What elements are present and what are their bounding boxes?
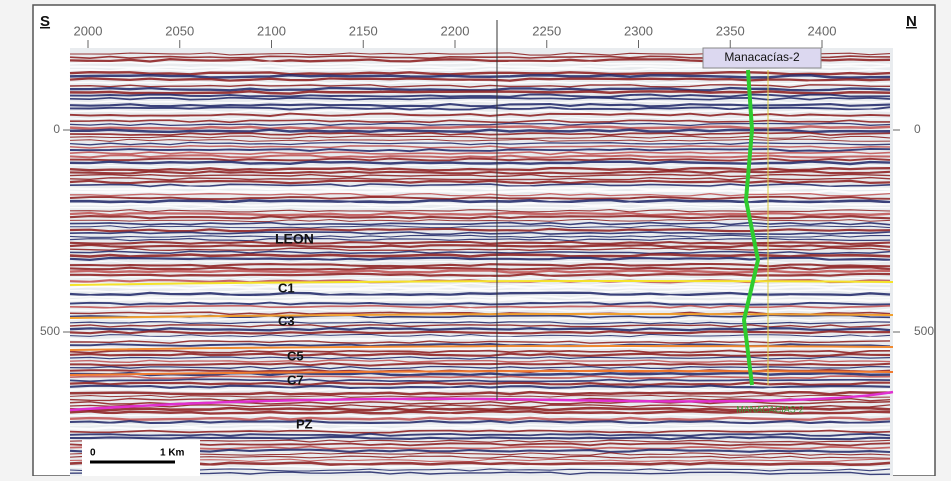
horizon-label: C5 [287, 348, 304, 363]
top-tick-label: 2150 [349, 23, 378, 38]
top-tick-label: 2200 [441, 23, 470, 38]
reflector [70, 418, 890, 420]
horizon-label: LEON [275, 231, 314, 247]
north-label: N [906, 13, 917, 30]
top-tick-label: 2400 [808, 23, 837, 38]
well-label: Manacacías-2 [724, 50, 800, 64]
horizon-label: C7 [287, 372, 304, 387]
top-tick-label: 2100 [257, 23, 286, 38]
reflector [70, 78, 890, 80]
axis-tick-label: 500 [40, 324, 60, 338]
horizon-label: C3 [278, 313, 295, 328]
axis-tick-label: 0 [914, 122, 921, 136]
axis-tick-label: 500 [914, 324, 934, 338]
scale-end: 1 Km [160, 448, 185, 459]
top-tick-label: 2000 [74, 23, 103, 38]
south-label: S [40, 13, 50, 30]
top-tick-label: 2300 [624, 23, 653, 38]
top-tick-label: 2350 [716, 23, 745, 38]
well-marker: MANACACIAS-2 [736, 404, 804, 414]
axis-tick-label: 0 [53, 122, 60, 136]
reflector [70, 200, 890, 202]
horizon-label: PZ [296, 416, 313, 431]
top-tick-label: 2050 [165, 23, 194, 38]
top-tick-label: 2250 [532, 23, 561, 38]
horizon-label: C1 [278, 280, 295, 295]
seismic-figure: S N LEON C1 C3 C5 C7 PZ Manacacías-2 MAN… [0, 0, 951, 476]
scale-start: 0 [90, 448, 96, 459]
page: S N LEON C1 C3 C5 C7 PZ Manacacías-2 MAN… [0, 0, 951, 476]
